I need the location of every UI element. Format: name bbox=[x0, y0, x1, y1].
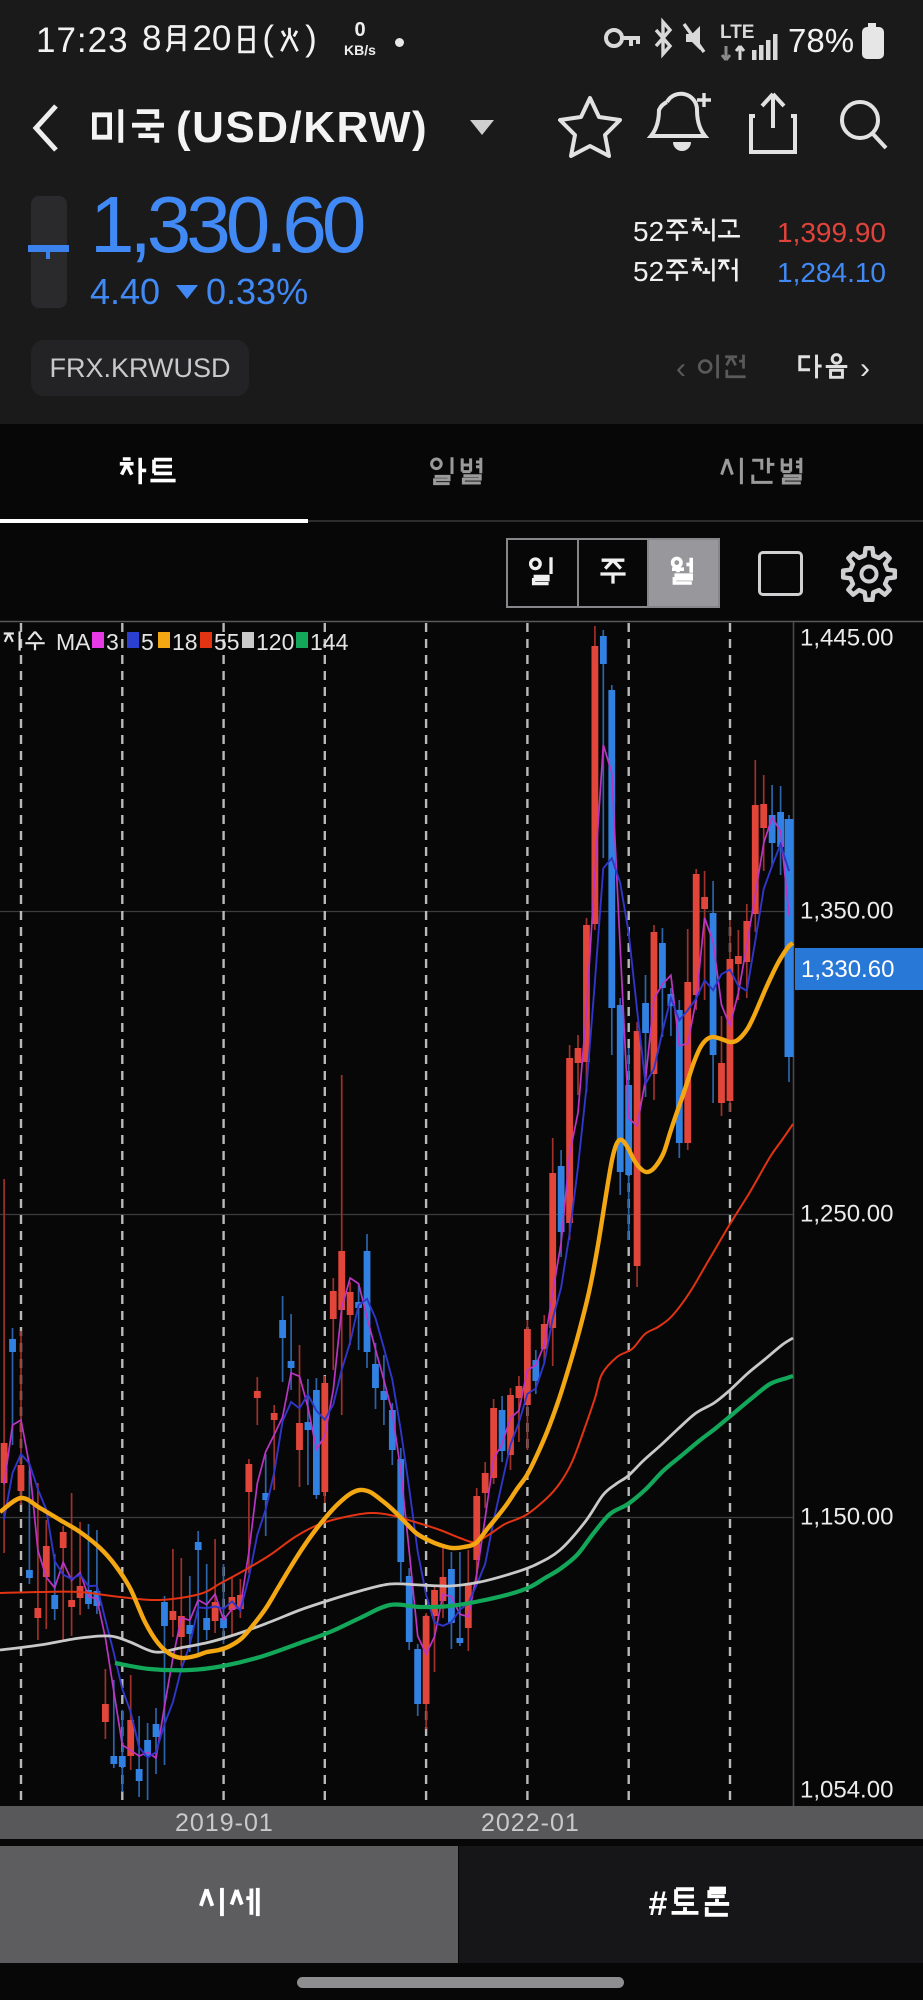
svg-text:78%: 78% bbox=[788, 22, 854, 59]
svg-text:1,445.00: 1,445.00 bbox=[800, 624, 893, 651]
svg-text:1,054.00: 1,054.00 bbox=[800, 1776, 893, 1803]
svg-text:1,350.00: 1,350.00 bbox=[800, 897, 893, 924]
svg-text:1,330.60: 1,330.60 bbox=[801, 956, 894, 983]
svg-text:1,250.00: 1,250.00 bbox=[800, 1200, 893, 1227]
svg-text:LTE: LTE bbox=[720, 22, 754, 43]
svg-text:1,150.00: 1,150.00 bbox=[800, 1503, 893, 1530]
